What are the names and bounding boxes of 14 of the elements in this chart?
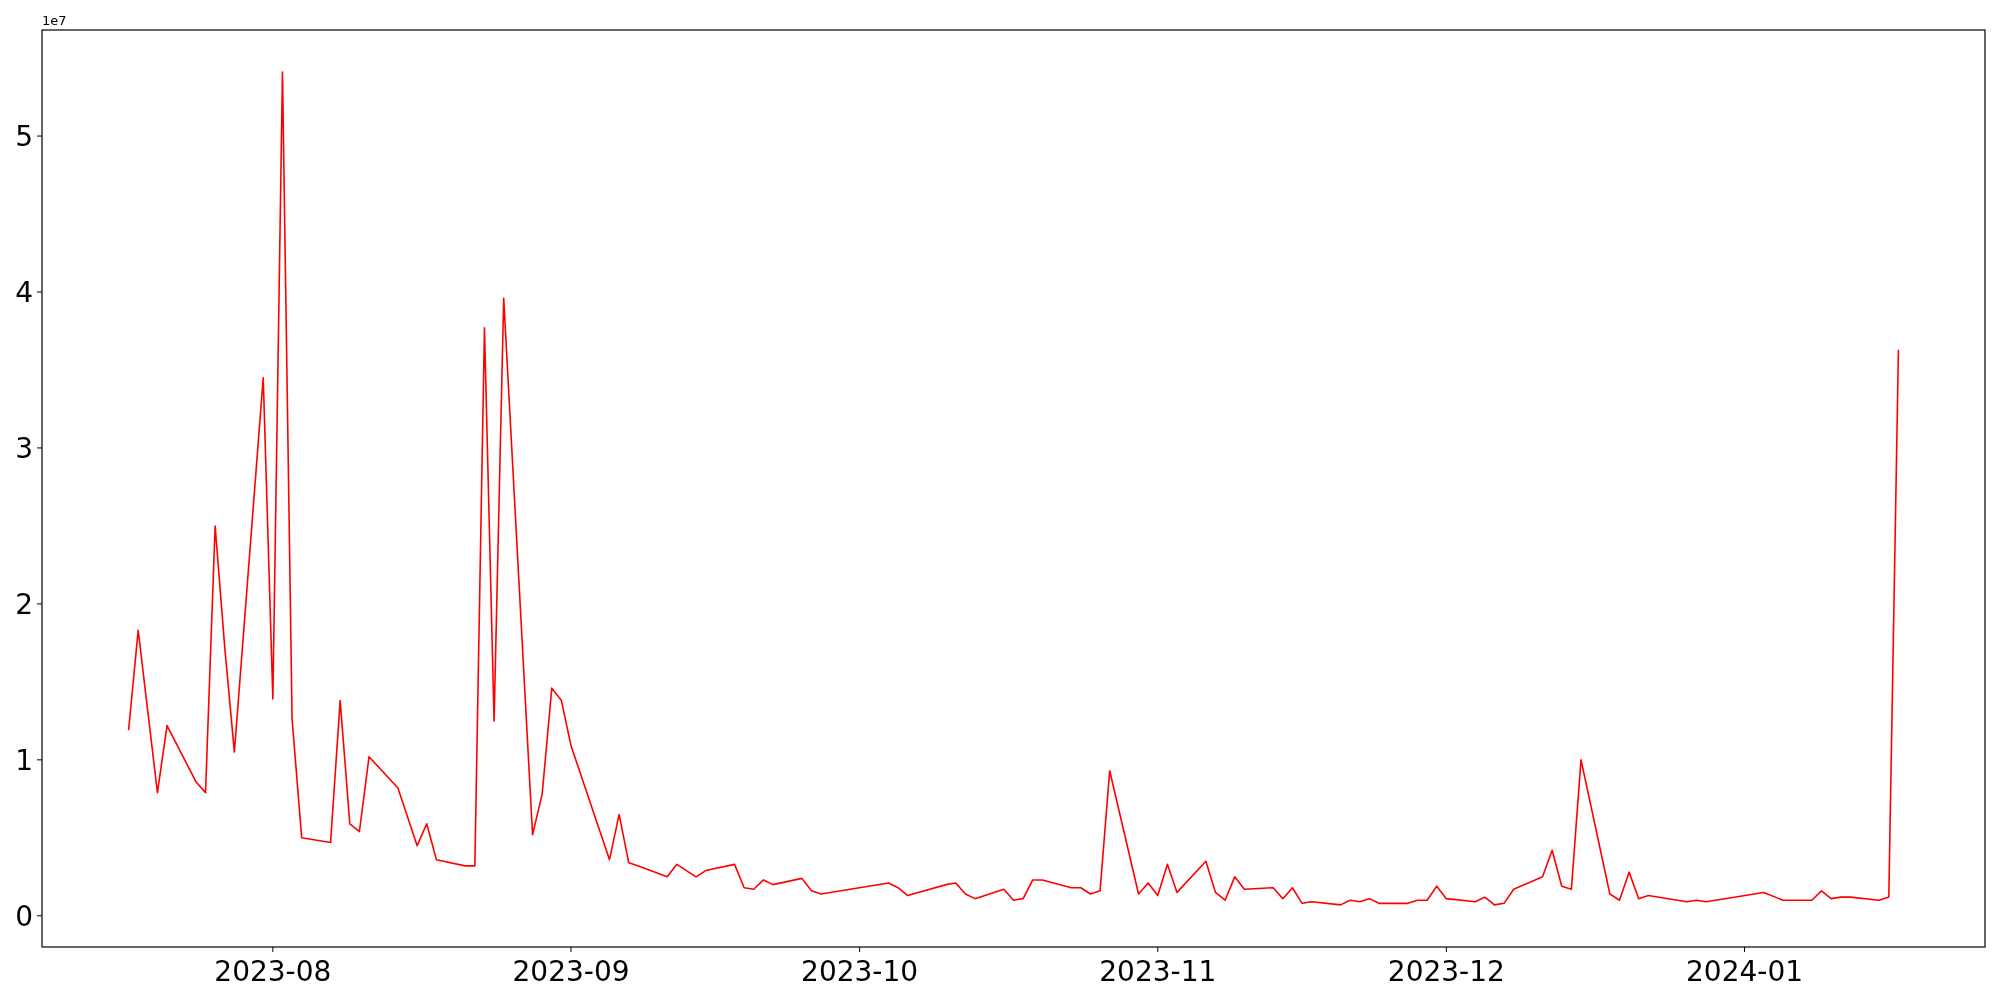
x-tick-label: 2024-01	[1686, 955, 1804, 988]
y-tick-label: 5	[15, 119, 33, 153]
y-tick-label: 2	[15, 587, 33, 621]
y-tick-label: 3	[15, 431, 33, 465]
y-tick-label: 0	[15, 899, 33, 933]
x-tick-label: 2023-11	[1099, 955, 1217, 988]
y-tick-label: 4	[15, 275, 33, 309]
x-tick-label: 2023-12	[1387, 955, 1505, 988]
x-tick-label: 2023-08	[214, 955, 332, 988]
y-tick-label: 1	[15, 743, 33, 777]
line-series	[127, 71, 1900, 906]
x-tick-label: 2023-10	[801, 955, 919, 988]
x-tick-label: 2023-09	[512, 955, 630, 988]
text: 1e7	[42, 13, 67, 28]
